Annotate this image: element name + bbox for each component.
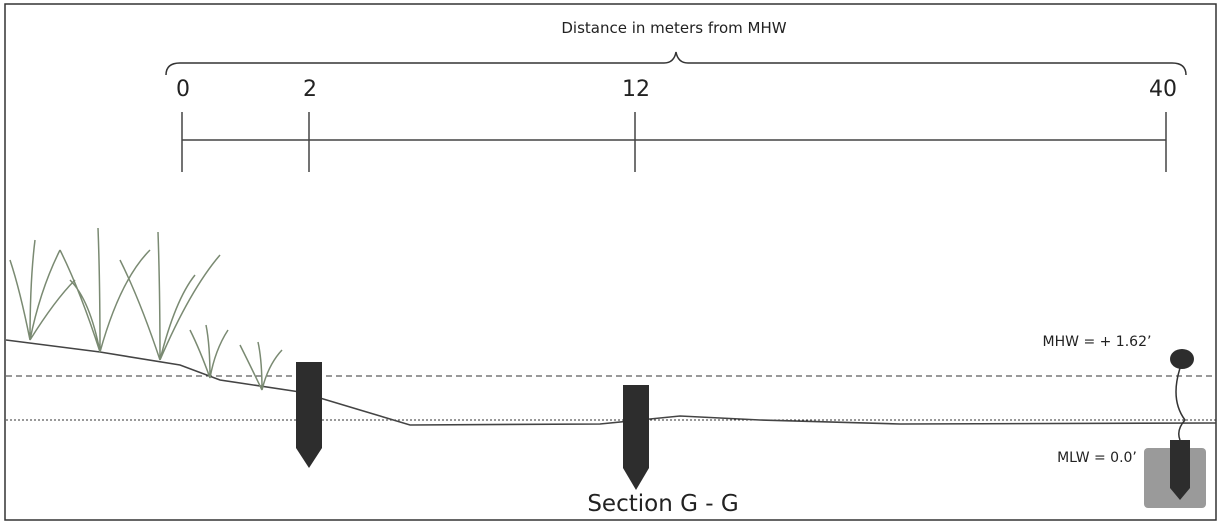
anchor [1170, 440, 1190, 500]
scale-tick-label: 12 [622, 77, 650, 102]
scale-title: Distance in meters from MHW [561, 19, 786, 37]
buoy [1170, 349, 1194, 369]
scale-line [181, 112, 1167, 172]
ground-profile [5, 339, 1217, 426]
bracket [165, 51, 1187, 76]
caption: Section G - G [587, 491, 738, 517]
scale-tick-label: 2 [303, 77, 317, 102]
scale-tick-label: 0 [176, 77, 190, 102]
scale-tick-label: 40 [1149, 77, 1177, 102]
mlw-label: MLW = 0.0’ [1057, 450, 1137, 466]
tether [1175, 367, 1186, 441]
stake [623, 385, 649, 490]
frame [4, 3, 1217, 521]
stake [296, 362, 322, 468]
mhw-label: MHW = + 1.62’ [1043, 334, 1152, 350]
marsh-grass [9, 227, 283, 391]
